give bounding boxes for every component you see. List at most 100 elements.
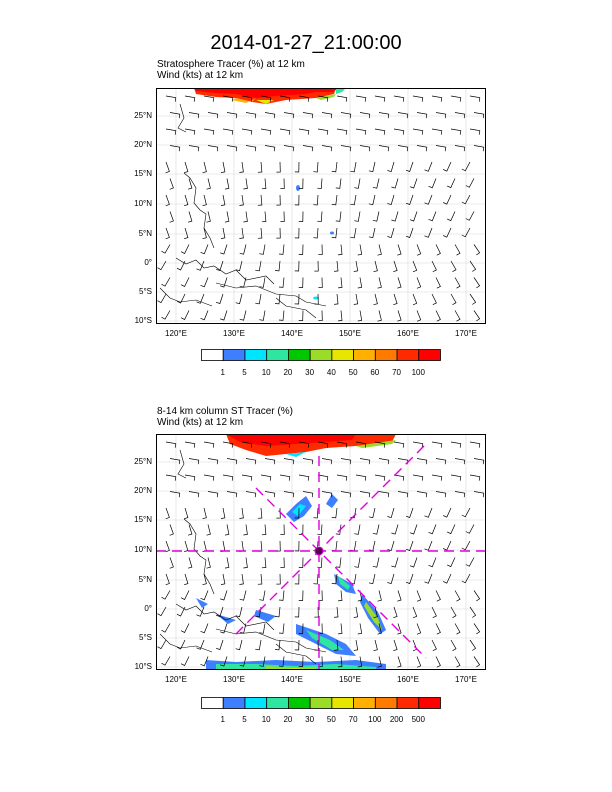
wind-barb xyxy=(278,623,285,634)
wind-barb xyxy=(473,458,485,465)
wind-barb xyxy=(180,244,190,254)
wind-barb xyxy=(239,277,247,288)
wind-barb xyxy=(157,606,167,617)
wind-barb xyxy=(334,639,339,651)
wind-barb xyxy=(473,277,481,289)
wind-barb xyxy=(424,227,433,238)
lat-label: 15°N xyxy=(134,169,152,178)
wind-barb xyxy=(393,606,398,619)
wind-barb xyxy=(355,95,367,102)
wind-barb xyxy=(243,211,248,223)
wind-barb xyxy=(317,474,329,481)
wind-barb xyxy=(473,491,485,498)
wind-barb xyxy=(405,161,414,172)
wind-barb xyxy=(239,310,247,321)
wind-barb xyxy=(318,656,323,667)
wind-barb xyxy=(368,573,376,585)
lat-label: 25°N xyxy=(134,111,152,120)
wind-barb xyxy=(442,540,452,551)
wind-barb xyxy=(435,458,447,465)
lat-label: 5°N xyxy=(138,229,152,238)
wind-barb xyxy=(473,656,481,668)
lon-label: 120°E xyxy=(165,675,187,684)
wind-barb xyxy=(245,491,257,498)
wind-barb xyxy=(180,656,190,666)
wind-barb xyxy=(442,507,452,518)
colorbar-swatch xyxy=(396,697,420,709)
wind-barb xyxy=(431,441,443,448)
wind-barb xyxy=(224,524,230,536)
wind-barb xyxy=(279,128,291,135)
wind-barb xyxy=(298,128,310,135)
wind-barb xyxy=(239,227,244,239)
wind-barb xyxy=(350,227,357,239)
wind-barb xyxy=(314,293,319,305)
wind-barb xyxy=(226,112,238,119)
wind-barb xyxy=(313,507,319,519)
wind-barb xyxy=(391,211,399,222)
wind-barb xyxy=(336,441,348,448)
wind-barb xyxy=(450,128,462,135)
wind-barb xyxy=(294,606,300,618)
wind-barb xyxy=(298,474,310,481)
lon-label: 130°E xyxy=(223,329,245,338)
wind-barb xyxy=(373,260,378,273)
wind-barb xyxy=(335,557,342,568)
wind-barb xyxy=(461,227,471,238)
wind-barb xyxy=(176,606,186,617)
wind-barb xyxy=(169,178,174,190)
wind-barb xyxy=(450,260,457,273)
wind-barb xyxy=(446,211,456,222)
wind-barb xyxy=(387,507,395,519)
wind-barb xyxy=(424,194,433,205)
wind-barb xyxy=(279,474,291,481)
wind-barb xyxy=(264,458,276,465)
wind-barb xyxy=(454,244,461,256)
wind-barb xyxy=(226,491,238,498)
lat-label: 10°N xyxy=(134,545,152,554)
wind-barb xyxy=(207,145,219,152)
wind-barb xyxy=(469,95,481,102)
wind-barb xyxy=(431,293,437,306)
page-title: 2014-01-27_21:00:00 xyxy=(210,32,402,54)
lat-label: 10°S xyxy=(134,316,152,325)
wind-barb xyxy=(412,95,424,102)
wind-barb xyxy=(161,590,171,600)
colorbar-label: 10 xyxy=(261,715,271,724)
wind-barb xyxy=(200,590,209,601)
wind-barb xyxy=(226,458,238,465)
colorbar-label: 20 xyxy=(283,368,293,377)
lat-label: 10°S xyxy=(134,662,152,671)
wind-barb xyxy=(377,623,382,635)
wind-barb xyxy=(298,656,304,667)
wind-barb xyxy=(378,112,390,119)
wind-barb xyxy=(334,260,339,272)
panel1-wind-barbs xyxy=(157,95,485,322)
wind-barb xyxy=(387,540,395,552)
wind-barb xyxy=(298,244,304,255)
lat-label: 25°N xyxy=(134,457,152,466)
wind-barb xyxy=(200,277,209,288)
wind-barb xyxy=(331,540,338,552)
wind-barb xyxy=(473,310,481,322)
wind-barb xyxy=(331,227,338,239)
wind-barb xyxy=(318,623,323,634)
wind-barb xyxy=(161,656,171,666)
panel2-map xyxy=(156,434,486,670)
wind-barb xyxy=(184,573,189,586)
wind-barb xyxy=(196,639,205,650)
wind-barb xyxy=(264,112,276,119)
wind-barb xyxy=(261,557,267,569)
lat-label: 0° xyxy=(144,604,152,613)
lon-label: 170°E xyxy=(455,675,477,684)
wind-barb xyxy=(165,573,170,586)
wind-barb xyxy=(219,310,228,321)
wind-barb xyxy=(357,590,363,602)
wind-barb xyxy=(169,458,181,465)
panel1-tracer-fill xyxy=(194,88,346,300)
wind-barb xyxy=(176,260,186,271)
wind-barb xyxy=(165,474,177,481)
wind-barb xyxy=(454,458,466,465)
wind-barb xyxy=(353,260,359,272)
wind-barb xyxy=(259,623,266,634)
